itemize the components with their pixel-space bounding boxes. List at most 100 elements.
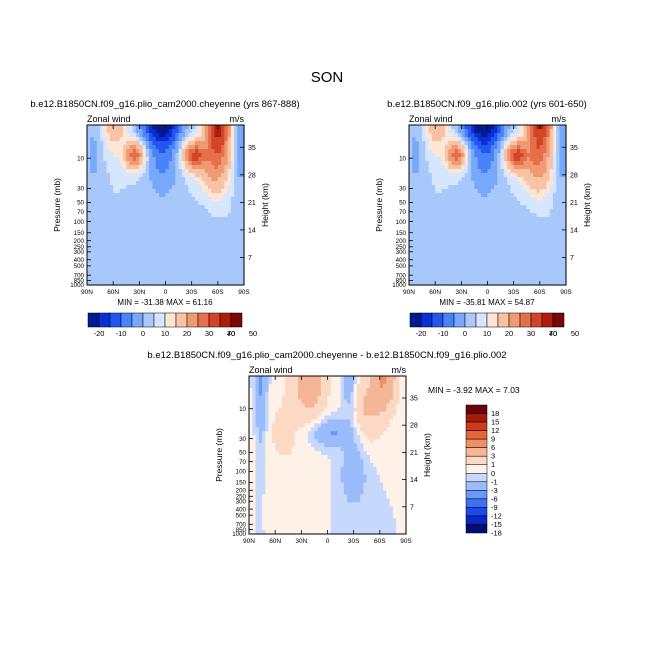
field-cell [526,153,531,158]
field-cell [474,197,479,202]
field-cell [458,269,462,274]
field-cell [562,249,567,254]
field-cell [556,225,561,230]
field-cell [507,225,511,230]
field-cell [122,189,127,194]
field-cell [526,197,531,202]
field-cell [467,261,472,266]
field-cell [474,217,479,222]
field-cell [311,419,316,424]
field-cell [201,169,206,174]
field-cell [217,261,222,266]
field-cell [435,265,440,270]
field-cell [275,407,280,413]
field-cell [454,237,459,242]
field-cell [113,157,118,162]
field-cell [116,145,121,150]
field-cell [317,470,322,476]
field-cell [132,265,137,270]
field-cell [484,281,489,286]
field-cell [307,510,312,515]
field-cell [201,225,206,230]
field-cell [126,237,131,242]
field-cell [451,281,456,286]
field-cell [132,133,137,138]
field-cell [194,149,199,154]
field-cell [533,125,538,130]
field-cell [172,133,176,138]
field-cell [464,261,469,266]
field-cell [307,514,312,519]
field-cell [461,233,466,238]
field-cell [271,530,276,535]
field-cell [448,153,453,158]
field-cell [307,458,312,464]
field-cell [533,193,538,198]
field-cell [106,209,111,214]
field-cell [275,522,280,527]
field-cell [435,281,440,286]
field-cell [415,245,420,250]
field-cell [425,209,430,214]
field-cell [208,273,212,278]
field-cell [262,530,266,535]
field-cell [520,273,525,278]
field-cell [294,482,299,488]
field-cell [198,269,203,274]
field-cell [113,217,118,222]
field-cell [454,181,459,186]
field-cell [471,181,476,186]
field-cell [291,376,296,381]
field-cell [494,173,498,178]
field-cell [409,281,413,286]
field-cell [113,209,118,214]
field-cell [552,265,557,270]
field-cell [93,261,98,266]
field-cell [142,177,147,182]
field-cell [422,269,426,274]
field-cell [152,205,157,210]
field-cell [546,217,551,222]
field-cell [428,125,433,130]
field-cell [324,379,329,385]
field-cell [185,173,189,178]
field-cell [281,518,286,523]
field-cell [132,237,137,242]
field-cell [500,257,505,262]
field-cell [132,241,137,246]
field-cell [539,221,544,226]
field-cell [116,269,121,274]
field-cell [132,273,137,278]
field-cell [237,229,242,234]
field-cell [221,281,225,286]
field-cell [230,145,235,150]
field-cell [275,403,280,409]
field-cell [217,137,222,142]
field-cell [556,137,561,142]
field-cell [224,229,229,234]
field-cell [208,157,212,162]
field-cell [562,221,567,226]
field-cell [208,205,212,210]
field-cell [227,265,232,270]
field-cell [539,165,544,170]
field-cell [208,265,212,270]
field-cell [543,201,547,206]
field-cell [304,506,309,511]
field-cell [324,518,329,523]
field-cell [448,273,453,278]
field-cell [461,157,466,162]
field-cell [258,462,263,468]
field-cell [165,137,170,142]
field-cell [255,423,260,428]
field-cell [441,201,446,206]
field-cell [494,273,498,278]
field-cell [311,455,316,460]
field-cell [536,225,541,230]
field-cell [178,177,183,182]
field-cell [536,277,541,282]
field-cell [412,261,417,266]
field-cell [158,137,163,142]
field-cell [132,129,137,134]
field-cell [201,233,206,238]
